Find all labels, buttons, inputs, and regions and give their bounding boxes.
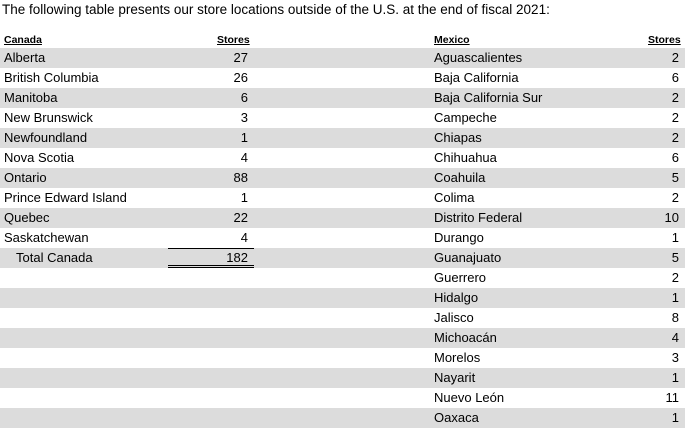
mexico-stores: 11 [665, 390, 680, 405]
mexico-stores: 2 [671, 130, 679, 145]
mexico-state: Guerrero [434, 270, 487, 285]
mexico-state: Morelos [434, 350, 481, 365]
canada-province: British Columbia [4, 70, 99, 85]
mexico-stores: 1 [671, 290, 679, 305]
canada-province: Manitoba [4, 90, 58, 105]
canada-total-label: Total Canada [16, 250, 93, 265]
mexico-stores: 1 [671, 230, 679, 245]
mexico-stores: 8 [671, 310, 679, 325]
mexico-state: Campeche [434, 110, 497, 125]
canada-header: Canada [4, 34, 42, 46]
mexico-stores: 3 [671, 350, 679, 365]
canada-stores: 4 [240, 150, 248, 165]
canada-stores: 1 [240, 130, 248, 145]
table-row: Guerrero 2 [0, 268, 685, 288]
mexico-state: Jalisco [434, 310, 474, 325]
canada-stores: 1 [240, 190, 248, 205]
mexico-stores: 6 [671, 150, 679, 165]
canada-stores: 3 [240, 110, 248, 125]
table-row: Nuevo León 11 [0, 388, 685, 408]
mexico-stores: 5 [671, 250, 679, 265]
canada-province: Alberta [4, 50, 46, 65]
mexico-stores: 1 [671, 370, 679, 385]
canada-stores: 4 [240, 230, 248, 245]
store-locations-table: Canada Stores Mexico Stores Alberta 27 A… [0, 32, 685, 428]
table-row: New Brunswick 3 Campeche 2 [0, 108, 685, 128]
total-underline [168, 248, 254, 268]
table-row: Prince Edward Island 1 Colima 2 [0, 188, 685, 208]
canada-stores: 6 [240, 90, 248, 105]
canada-stores: 22 [233, 210, 248, 225]
mexico-stores: 2 [671, 50, 679, 65]
mexico-state: Nayarit [434, 370, 476, 385]
mexico-stores: 2 [671, 110, 679, 125]
mexico-state: Baja California [434, 70, 519, 85]
mexico-stores-header: Stores [648, 34, 681, 46]
table-row: Michoacán 4 [0, 328, 685, 348]
mexico-state: Baja California Sur [434, 90, 543, 105]
mexico-state: Oaxaca [434, 410, 479, 425]
table-row: Alberta 27 Aguascalientes 2 [0, 48, 685, 68]
mexico-state: Durango [434, 230, 484, 245]
table-row: Morelos 3 [0, 348, 685, 368]
mexico-state: Coahuila [434, 170, 486, 185]
mexico-stores: 2 [671, 270, 679, 285]
mexico-state: Aguascalientes [434, 50, 523, 65]
canada-province: Prince Edward Island [4, 190, 127, 205]
mexico-stores: 10 [664, 210, 679, 225]
table-row: Hidalgo 1 [0, 288, 685, 308]
mexico-stores: 6 [671, 70, 679, 85]
canada-province: New Brunswick [4, 110, 93, 125]
mexico-state: Guanajuato [434, 250, 502, 265]
table-row: Nova Scotia 4 Chihuahua 6 [0, 148, 685, 168]
canada-stores: 88 [233, 170, 248, 185]
mexico-stores: 2 [671, 190, 679, 205]
mexico-state: Chiapas [434, 130, 482, 145]
table-row: Oaxaca 1 [0, 408, 685, 428]
canada-stores: 27 [233, 50, 248, 65]
mexico-stores: 1 [671, 410, 679, 425]
mexico-state: Nuevo León [434, 390, 505, 405]
canada-province: Quebec [4, 210, 50, 225]
canada-province: Ontario [4, 170, 47, 185]
canada-province: Saskatchewan [4, 230, 89, 245]
table-header: Canada Stores Mexico Stores [0, 32, 685, 48]
mexico-stores: 4 [671, 330, 679, 345]
mexico-state: Colima [434, 190, 475, 205]
canada-total-value: 182 [226, 250, 248, 265]
canada-province: Nova Scotia [4, 150, 75, 165]
table-row: Ontario 88 Coahuila 5 [0, 168, 685, 188]
table-row: Quebec 22 Distrito Federal 10 [0, 208, 685, 228]
table-row: British Columbia 26 Baja California 6 [0, 68, 685, 88]
intro-text: The following table presents our store l… [2, 2, 550, 17]
canada-stores: 26 [233, 70, 248, 85]
table-row: Saskatchewan 4 Durango 1 [0, 228, 685, 248]
mexico-stores: 5 [671, 170, 679, 185]
mexico-state: Chihuahua [434, 150, 497, 165]
mexico-state: Hidalgo [434, 290, 479, 305]
mexico-stores: 2 [671, 90, 679, 105]
table-row: Newfoundland 1 Chiapas 2 [0, 128, 685, 148]
canada-province: Newfoundland [4, 130, 88, 145]
mexico-header: Mexico [434, 34, 470, 46]
table-row: Manitoba 6 Baja California Sur 2 [0, 88, 685, 108]
table-row: Jalisco 8 [0, 308, 685, 328]
canada-stores-header: Stores [217, 34, 250, 46]
mexico-state: Distrito Federal [434, 210, 523, 225]
table-row: Total Canada 182 Guanajuato 5 [0, 248, 685, 268]
mexico-state: Michoacán [434, 330, 497, 345]
table-row: Nayarit 1 [0, 368, 685, 388]
